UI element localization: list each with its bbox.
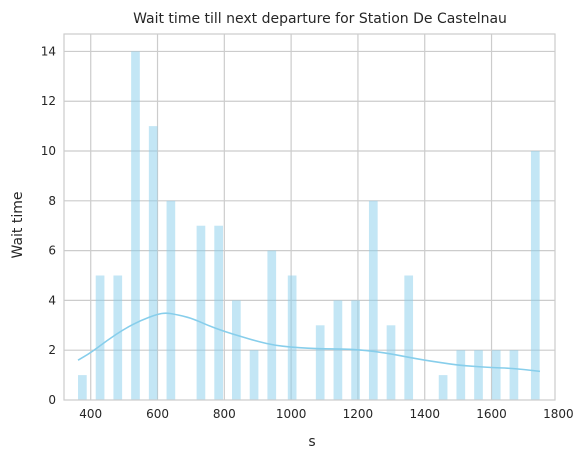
histogram-bar [387,325,396,400]
y-tick-label: 0 [48,393,56,407]
histogram-bar [149,126,158,400]
histogram-bar [456,350,465,400]
chart-title: Wait time till next departure for Statio… [133,11,507,27]
y-tick-label: 2 [48,343,56,357]
x-tick-label: 1000 [276,407,307,421]
histogram-bar [78,375,87,400]
histogram-bar [369,201,378,400]
histogram-bar [131,51,140,400]
histogram-bar [439,375,448,400]
kde-line [78,313,540,371]
histogram-bar [96,276,105,400]
y-tick-label: 4 [48,293,56,307]
density-curve [78,313,540,371]
x-axis-ticks: 400 600 800 1000 1200 1400 1600 1800 [79,407,573,421]
x-axis-label: s [308,434,315,450]
histogram-bar [492,350,501,400]
histogram-bar [404,276,413,400]
histogram-bar [316,325,325,400]
x-tick-label: 1800 [543,407,574,421]
y-tick-label: 14 [41,44,56,58]
y-axis-ticks: 0 2 4 6 8 10 12 14 [41,44,56,407]
histogram-bar [267,251,276,400]
x-tick-label: 600 [146,407,169,421]
histogram-bar [334,300,343,400]
y-tick-label: 8 [48,194,56,208]
histogram-bar [474,350,483,400]
x-tick-label: 800 [213,407,236,421]
x-tick-label: 1600 [476,407,507,421]
histogram-bar [113,276,122,400]
x-tick-label: 1400 [409,407,440,421]
x-tick-label: 1200 [343,407,374,421]
y-tick-label: 6 [48,244,56,258]
histogram-bar [510,350,519,400]
y-tick-label: 12 [41,94,56,108]
histogram-bar [232,300,241,400]
histogram-bar [288,276,297,400]
x-tick-label: 400 [79,407,102,421]
y-axis-label: Wait time [10,192,26,259]
histogram-bar [167,201,176,400]
histogram-bar [197,226,206,400]
y-tick-label: 10 [41,144,56,158]
histogram-bar [250,350,259,400]
histogram-bar [531,151,540,400]
histogram-bar [214,226,223,400]
